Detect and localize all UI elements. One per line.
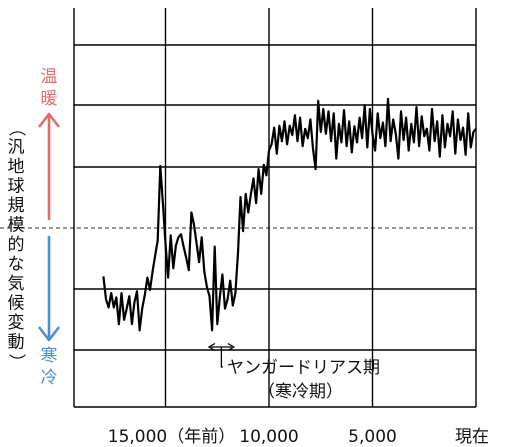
annotation-layer: ヤンガードリアス期 （寒冷期） xyxy=(207,342,380,402)
warm-arrow-head-icon xyxy=(37,112,61,128)
y-axis-title-char: 候 xyxy=(8,294,25,314)
climate-series-line xyxy=(102,97,477,332)
y-axis-title-char: 汎 xyxy=(8,138,25,158)
x-tick-label: 10,000 xyxy=(239,427,298,447)
y-end-label-cold: 冷 xyxy=(41,368,58,388)
y-axis-title-char: 的 xyxy=(8,235,25,255)
y-axis-title-char: 球 xyxy=(8,177,25,197)
series-layer xyxy=(102,97,477,332)
y-axis-title-char: （ xyxy=(6,120,26,137)
y-axis-title-char: 気 xyxy=(8,274,25,294)
y-end-label-warm: 温 xyxy=(41,67,58,87)
cold-arrow-head-icon xyxy=(37,326,61,342)
y-axis-title-char: な xyxy=(8,255,25,275)
annotation-leader-line xyxy=(220,347,223,368)
x-tick-label: 5,000 xyxy=(348,427,397,447)
x-tick-label: 15,000（年前） xyxy=(108,427,235,447)
annotation-label-type: （寒冷期） xyxy=(258,382,343,402)
y-axis-title-char: 動 xyxy=(8,333,25,353)
annotation-arrowhead-right xyxy=(227,342,236,352)
y-axis-title-char: ） xyxy=(6,354,26,371)
y-axis-title-char: 模 xyxy=(8,216,25,236)
x-tick-labels: 15,000（年前） 10,000 5,000 現在 xyxy=(108,427,489,447)
y-axis-title-char: 変 xyxy=(8,313,25,333)
grid xyxy=(0,8,476,408)
annotation-label-period: ヤンガードリアス期 xyxy=(227,358,380,378)
x-tick-marks xyxy=(164,8,477,407)
x-tick-label: 現在 xyxy=(455,427,489,447)
y-end-label-warm: 暖 xyxy=(41,89,58,109)
y-axis-title-char: 地 xyxy=(8,157,25,177)
annotation-arrowhead-left xyxy=(207,342,216,352)
y-axis-title-char: 規 xyxy=(8,196,25,216)
y-end-label-cold: 寒 xyxy=(41,346,58,366)
